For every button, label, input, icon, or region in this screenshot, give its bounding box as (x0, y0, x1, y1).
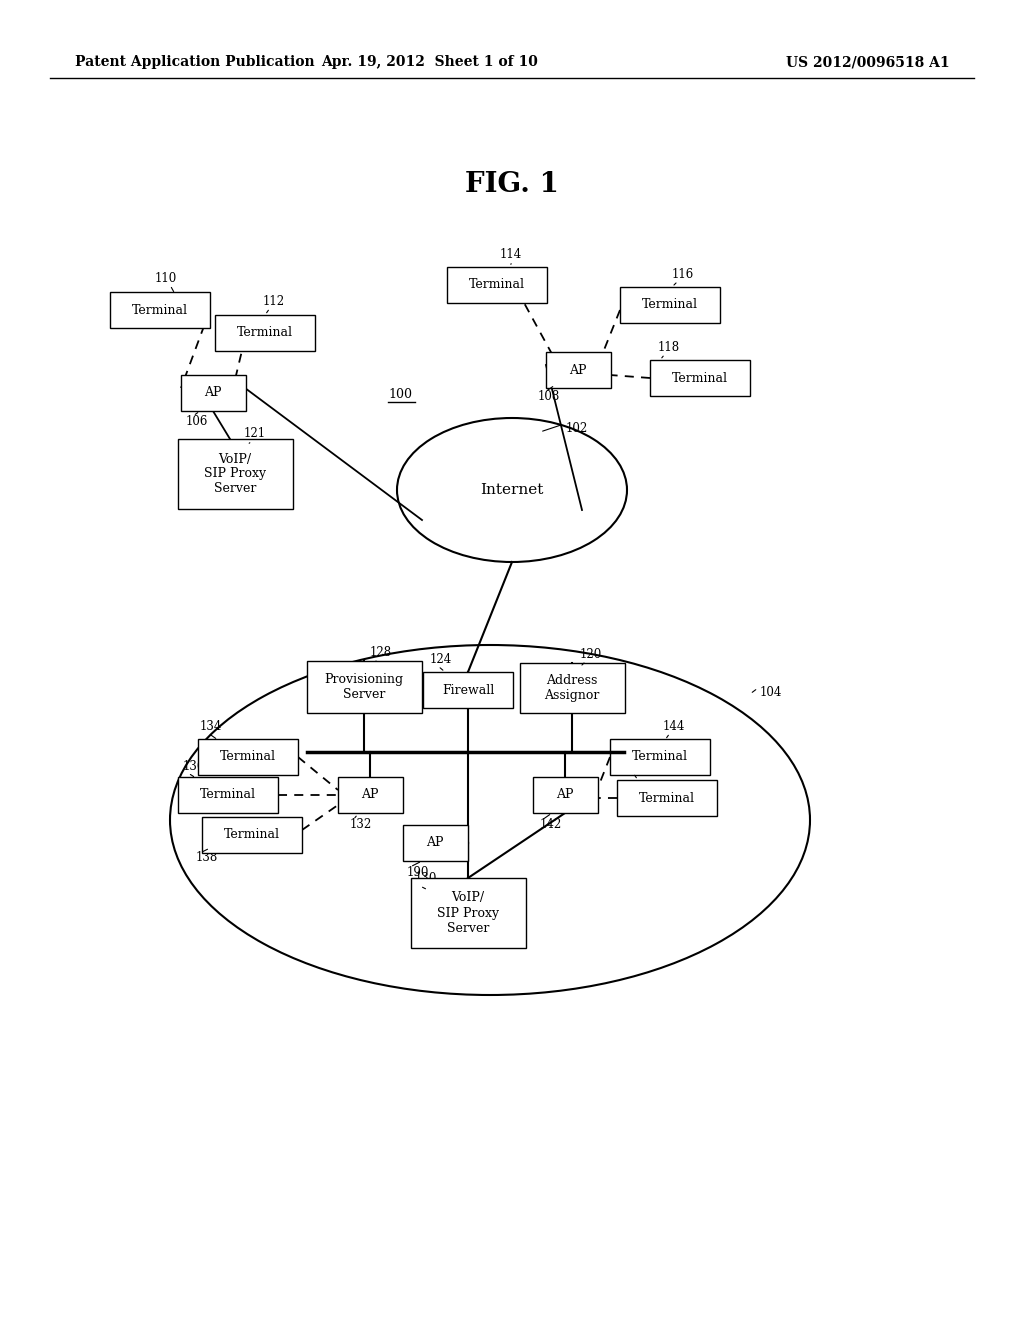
Text: 124: 124 (430, 653, 453, 667)
Text: 134: 134 (200, 719, 222, 733)
FancyBboxPatch shape (177, 440, 293, 510)
Text: Address
Assignor: Address Assignor (545, 675, 600, 702)
FancyBboxPatch shape (620, 286, 720, 323)
Text: Apr. 19, 2012  Sheet 1 of 10: Apr. 19, 2012 Sheet 1 of 10 (322, 55, 539, 69)
Text: Internet: Internet (480, 483, 544, 498)
Text: 146: 146 (628, 760, 650, 774)
FancyBboxPatch shape (215, 315, 315, 351)
Text: AP: AP (569, 363, 587, 376)
Text: AP: AP (361, 788, 379, 801)
Text: 136: 136 (183, 760, 206, 774)
Text: Terminal: Terminal (469, 279, 525, 292)
FancyBboxPatch shape (532, 777, 597, 813)
Text: 120: 120 (580, 648, 602, 661)
FancyBboxPatch shape (423, 672, 513, 708)
Text: Terminal: Terminal (237, 326, 293, 339)
FancyBboxPatch shape (402, 825, 468, 861)
Text: 128: 128 (370, 645, 392, 659)
Text: Terminal: Terminal (639, 792, 695, 804)
Text: Terminal: Terminal (200, 788, 256, 801)
Text: 132: 132 (350, 818, 373, 832)
Ellipse shape (170, 645, 810, 995)
Text: 130: 130 (415, 873, 437, 884)
FancyBboxPatch shape (546, 352, 610, 388)
Text: 104: 104 (760, 686, 782, 700)
Text: US 2012/0096518 A1: US 2012/0096518 A1 (786, 55, 950, 69)
Text: 100: 100 (388, 388, 412, 401)
FancyBboxPatch shape (650, 360, 750, 396)
Text: 138: 138 (196, 851, 218, 865)
Text: Terminal: Terminal (672, 371, 728, 384)
Text: VoIP/
SIP Proxy
Server: VoIP/ SIP Proxy Server (437, 891, 499, 935)
Text: Provisioning
Server: Provisioning Server (325, 673, 403, 701)
FancyBboxPatch shape (447, 267, 547, 304)
Text: VoIP/
SIP Proxy
Server: VoIP/ SIP Proxy Server (204, 453, 266, 495)
Text: Terminal: Terminal (132, 304, 188, 317)
Text: Terminal: Terminal (642, 298, 698, 312)
Text: AP: AP (426, 837, 443, 850)
Text: 190: 190 (407, 866, 429, 879)
FancyBboxPatch shape (617, 780, 717, 816)
Ellipse shape (397, 418, 627, 562)
FancyBboxPatch shape (519, 663, 625, 713)
FancyBboxPatch shape (110, 292, 210, 327)
Text: 144: 144 (663, 719, 685, 733)
Text: 102: 102 (566, 422, 588, 436)
Text: 116: 116 (672, 268, 694, 281)
FancyBboxPatch shape (411, 878, 525, 948)
Text: 114: 114 (500, 248, 522, 261)
Text: 110: 110 (155, 272, 177, 285)
Text: 121: 121 (244, 426, 266, 440)
FancyBboxPatch shape (198, 739, 298, 775)
Text: AP: AP (204, 387, 222, 400)
FancyBboxPatch shape (338, 777, 402, 813)
FancyBboxPatch shape (178, 777, 278, 813)
Text: Patent Application Publication: Patent Application Publication (75, 55, 314, 69)
Text: Terminal: Terminal (220, 751, 276, 763)
Text: 112: 112 (263, 294, 285, 308)
FancyBboxPatch shape (180, 375, 246, 411)
FancyBboxPatch shape (202, 817, 302, 853)
Text: 142: 142 (540, 818, 562, 832)
Text: 118: 118 (658, 341, 680, 354)
Text: Firewall: Firewall (442, 684, 495, 697)
Text: 106: 106 (186, 414, 208, 428)
Text: Terminal: Terminal (224, 829, 280, 842)
FancyBboxPatch shape (306, 661, 422, 713)
Text: AP: AP (556, 788, 573, 801)
FancyBboxPatch shape (610, 739, 710, 775)
Text: FIG. 1: FIG. 1 (465, 172, 559, 198)
Text: 108: 108 (538, 389, 560, 403)
Text: Terminal: Terminal (632, 751, 688, 763)
